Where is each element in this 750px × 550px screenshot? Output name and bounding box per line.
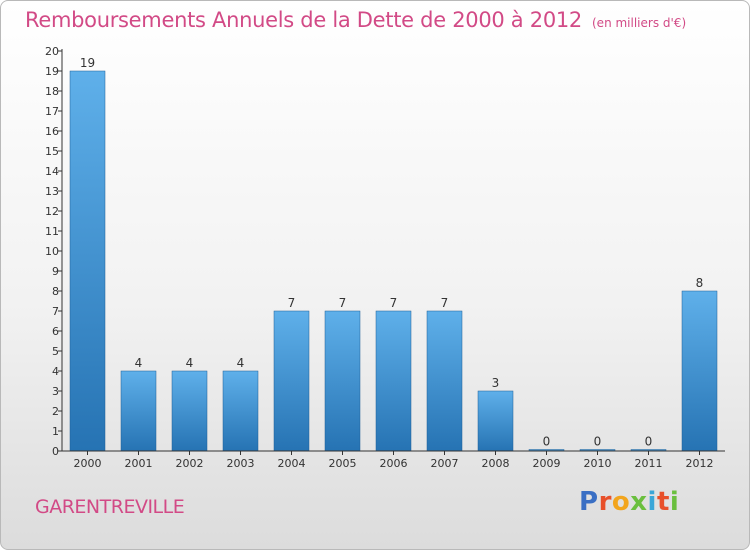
bar-value-label: 0 — [594, 435, 602, 449]
y-tick-label: 20 — [45, 45, 59, 58]
bar-2002 — [171, 370, 208, 452]
y-tick-label: 9 — [52, 265, 59, 278]
y-tick-label: 10 — [45, 245, 59, 258]
logo-letter: x — [630, 487, 648, 517]
bar-value-label: 8 — [696, 276, 704, 290]
chart-unit-label: (en milliers d'€) — [592, 16, 687, 30]
x-tick-label: 2003 — [227, 457, 255, 470]
y-tick-label: 18 — [45, 85, 59, 98]
y-tick-label: 17 — [45, 105, 59, 118]
logo-letter: i — [669, 487, 680, 517]
proxiti-logo: Proxiti — [579, 487, 679, 517]
bar-2012 — [681, 290, 718, 452]
y-tick-label: 14 — [45, 165, 59, 178]
x-tick-label: 2007 — [431, 457, 459, 470]
y-tick-label: 15 — [45, 145, 59, 158]
y-tick-label: 11 — [45, 225, 59, 238]
y-tick-label: 12 — [45, 205, 59, 218]
bar-2008 — [477, 390, 514, 452]
x-tick-label: 2010 — [584, 457, 612, 470]
bar-2007 — [426, 310, 463, 452]
bar-value-label: 0 — [645, 435, 653, 449]
logo-letter: o — [611, 487, 631, 517]
bar-value-label: 19 — [80, 56, 95, 70]
y-tick-label: 1 — [52, 425, 59, 438]
y-tick-label: 19 — [45, 65, 59, 78]
y-tick-label: 2 — [52, 405, 59, 418]
chart-title: Remboursements Annuels de la Dette de 20… — [25, 8, 686, 32]
bar-value-label: 4 — [237, 356, 245, 370]
y-tick-label: 5 — [52, 345, 59, 358]
commune-name: GARENTREVILLE — [35, 496, 185, 518]
bar-value-label: 7 — [390, 296, 398, 310]
x-tick-label: 2009 — [533, 457, 561, 470]
y-tick-label: 8 — [52, 285, 59, 298]
logo-letter: i — [647, 487, 657, 517]
x-tick-label: 2005 — [329, 457, 357, 470]
y-tick-label: 16 — [45, 125, 59, 138]
chart-title-text: Remboursements Annuels de la Dette de 20… — [25, 8, 582, 32]
bar-2000 — [69, 70, 106, 452]
bar-2006 — [375, 310, 412, 452]
bar-value-label: 7 — [288, 296, 296, 310]
bar-value-label: 7 — [339, 296, 347, 310]
bar-value-label: 3 — [492, 376, 500, 390]
y-tick-label: 13 — [45, 185, 59, 198]
x-tick-label: 2001 — [125, 457, 153, 470]
x-tick-label: 2012 — [686, 457, 714, 470]
bar-value-label: 4 — [186, 356, 194, 370]
x-tick-label: 2000 — [74, 457, 102, 470]
bar-2003 — [222, 370, 259, 452]
bar-value-label: 4 — [135, 356, 143, 370]
logo-letter: P — [579, 487, 599, 517]
x-tick-label: 2008 — [482, 457, 510, 470]
bar-2001 — [120, 370, 157, 452]
bar-value-label: 7 — [441, 296, 449, 310]
y-tick-label: 7 — [52, 305, 59, 318]
x-tick-label: 2004 — [278, 457, 306, 470]
bar-2005 — [324, 310, 361, 452]
logo-letter: r — [598, 487, 612, 517]
x-tick-label: 2002 — [176, 457, 204, 470]
y-tick-label: 3 — [52, 385, 59, 398]
bar-value-label: 0 — [543, 435, 551, 449]
x-tick-label: 2011 — [635, 457, 663, 470]
logo-letter: t — [656, 487, 670, 517]
bar-2004 — [273, 310, 310, 452]
bars-group: 19 4 4 4 7 7 7 7 3 0 0 0 8 — [69, 56, 718, 452]
x-tick-label: 2006 — [380, 457, 408, 470]
y-tick-label: 0 — [52, 445, 59, 458]
y-tick-label: 6 — [52, 325, 59, 338]
y-tick-label: 4 — [52, 365, 59, 378]
